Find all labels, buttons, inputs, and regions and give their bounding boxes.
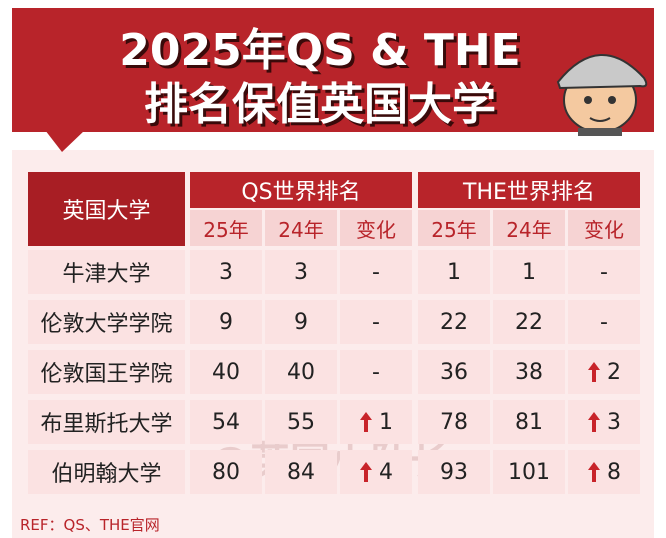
rank-value: 80 (212, 459, 240, 485)
rank-cell: - (340, 350, 412, 394)
rank-value: 2 (607, 359, 621, 385)
title-line2: 排名保值英国大学 (144, 79, 496, 130)
rank-cell: 84 (265, 450, 337, 494)
rank-value: 93 (440, 459, 468, 485)
rank-cell: 9 (265, 300, 337, 344)
rank-value: 36 (440, 359, 468, 385)
rank-value: - (600, 259, 608, 285)
up-arrow (360, 462, 372, 482)
rank-cell: - (340, 300, 412, 344)
rank-value: 1 (522, 259, 536, 285)
sub-header: 25年 (418, 210, 490, 246)
rank-cell: 36 (418, 350, 490, 394)
pointer (45, 130, 85, 152)
rank-cell: 3 (568, 400, 640, 444)
rank-value: 1 (379, 409, 393, 435)
sub-header: 变化 (340, 210, 412, 246)
rank-cell: 80 (190, 450, 262, 494)
rank-cell: 2 (568, 350, 640, 394)
rank-value: 84 (287, 459, 315, 485)
university-name: 伯明翰大学 (28, 450, 185, 494)
rank-cell: 1 (340, 400, 412, 444)
cartoon (556, 54, 648, 136)
rank-cell: 78 (418, 400, 490, 444)
rank-cell: 3 (190, 250, 262, 294)
rank-cell: - (340, 250, 412, 294)
sub-header: 24年 (493, 210, 565, 246)
rank-cell: 40 (190, 350, 262, 394)
rank-cell: 93 (418, 450, 490, 494)
rank-value: 40 (287, 359, 315, 385)
rank-cell: 40 (265, 350, 337, 394)
rank-value: 54 (212, 409, 240, 435)
sub-header: 变化 (568, 210, 640, 246)
rank-cell: 9 (190, 300, 262, 344)
rank-cell: 1 (493, 250, 565, 294)
rank-value: 22 (440, 309, 468, 335)
rank-value: 22 (515, 309, 543, 335)
rank-value: 3 (219, 259, 233, 285)
rank-value: 38 (515, 359, 543, 385)
rank-value: 40 (212, 359, 240, 385)
rank-value: 81 (515, 409, 543, 435)
rank-cell: - (568, 300, 640, 344)
rank-cell: 8 (568, 450, 640, 494)
rank-value: 9 (294, 309, 308, 335)
rank-cell: 81 (493, 400, 565, 444)
rank-value: 3 (607, 409, 621, 435)
up-arrow (588, 462, 600, 482)
up-arrow (588, 412, 600, 432)
rank-cell: 22 (418, 300, 490, 344)
sub-header: 24年 (265, 210, 337, 246)
rank-value: 3 (294, 259, 308, 285)
rank-cell: 54 (190, 400, 262, 444)
group-header: THE世界排名 (418, 172, 640, 208)
rank-cell: 4 (340, 450, 412, 494)
group-header: QS世界排名 (190, 172, 412, 208)
rank-cell: 55 (265, 400, 337, 444)
rank-cell: 22 (493, 300, 565, 344)
university-name: 布里斯托大学 (28, 400, 185, 444)
rank-value: - (372, 259, 380, 285)
university-name: 伦敦国王学院 (28, 350, 185, 394)
rank-cell: 101 (493, 450, 565, 494)
rank-value: - (600, 309, 608, 335)
up-arrow (360, 412, 372, 432)
rank-value: 9 (219, 309, 233, 335)
rank-value: - (372, 309, 380, 335)
rank-cell: 1 (418, 250, 490, 294)
rank-cell: - (568, 250, 640, 294)
rank-value: 78 (440, 409, 468, 435)
rank-value: 55 (287, 409, 315, 435)
rank-value: 1 (447, 259, 461, 285)
rank-value: 4 (379, 459, 393, 485)
rank-value: - (372, 359, 380, 385)
rank-value: 101 (508, 459, 550, 485)
up-arrow (588, 362, 600, 382)
footer: REF：QS、THE官网 (20, 515, 160, 534)
rank-cell: 38 (493, 350, 565, 394)
rank-cell: 3 (265, 250, 337, 294)
sub-header: 25年 (190, 210, 262, 246)
university-name: 牛津大学 (28, 250, 185, 294)
rank-value: 8 (607, 459, 621, 485)
title-line1: 2025年QS & THE (119, 25, 521, 76)
corner-header: 英国大学 (28, 172, 185, 246)
university-name: 伦敦大学学院 (28, 300, 185, 344)
banner (12, 8, 654, 132)
